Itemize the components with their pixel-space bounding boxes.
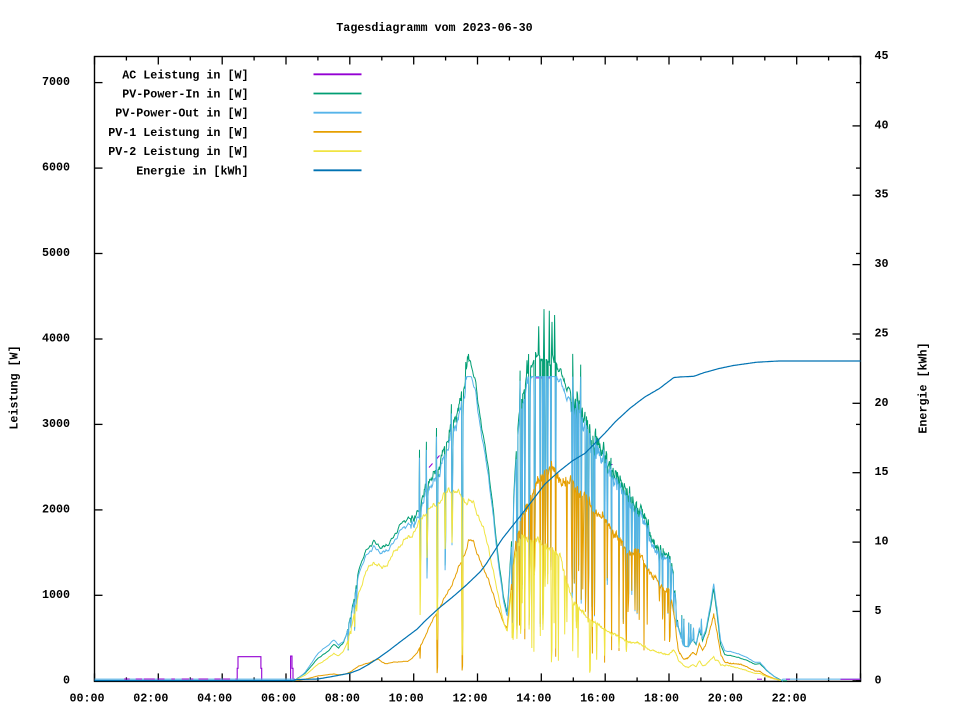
svg-text:22:00: 22:00 xyxy=(772,692,807,706)
svg-text:AC Leistung in [W]: AC Leistung in [W] xyxy=(122,68,248,82)
svg-text:45: 45 xyxy=(875,49,889,63)
svg-text:1000: 1000 xyxy=(42,588,70,602)
svg-text:14:00: 14:00 xyxy=(516,692,551,706)
svg-text:5: 5 xyxy=(875,604,882,618)
svg-text:20: 20 xyxy=(875,396,889,410)
svg-text:00:00: 00:00 xyxy=(69,692,104,706)
svg-text:3000: 3000 xyxy=(42,417,70,431)
svg-text:PV-1 Leistung in [W]: PV-1 Leistung in [W] xyxy=(108,126,248,140)
svg-text:7000: 7000 xyxy=(42,75,70,89)
svg-text:Energie [kWh]: Energie [kWh] xyxy=(917,342,931,433)
svg-text:PV-Power-In in [W]: PV-Power-In in [W] xyxy=(122,88,248,102)
svg-text:10:00: 10:00 xyxy=(389,692,424,706)
svg-text:25: 25 xyxy=(875,326,889,340)
svg-text:0: 0 xyxy=(875,673,882,687)
svg-text:06:00: 06:00 xyxy=(261,692,296,706)
svg-text:16:00: 16:00 xyxy=(580,692,615,706)
svg-text:15: 15 xyxy=(875,465,889,479)
svg-text:Energie in [kWh]: Energie in [kWh] xyxy=(136,164,248,178)
svg-text:35: 35 xyxy=(875,188,889,202)
svg-text:40: 40 xyxy=(875,118,889,132)
svg-text:10: 10 xyxy=(875,535,889,549)
svg-text:PV-2 Leistung in [W]: PV-2 Leistung in [W] xyxy=(108,145,248,159)
svg-text:30: 30 xyxy=(875,257,889,271)
svg-text:2000: 2000 xyxy=(42,502,70,516)
svg-text:12:00: 12:00 xyxy=(452,692,487,706)
svg-text:02:00: 02:00 xyxy=(133,692,168,706)
svg-text:18:00: 18:00 xyxy=(644,692,679,706)
svg-text:08:00: 08:00 xyxy=(325,692,360,706)
svg-text:0: 0 xyxy=(63,673,70,687)
svg-text:20:00: 20:00 xyxy=(708,692,743,706)
svg-text:5000: 5000 xyxy=(42,246,70,260)
svg-text:Leistung [W]: Leistung [W] xyxy=(8,345,22,429)
svg-text:4000: 4000 xyxy=(42,331,70,345)
svg-text:04:00: 04:00 xyxy=(197,692,232,706)
svg-text:PV-Power-Out in [W]: PV-Power-Out in [W] xyxy=(115,107,248,121)
svg-text:6000: 6000 xyxy=(42,161,70,175)
svg-text:Tagesdiagramm vom 2023-06-30: Tagesdiagramm vom 2023-06-30 xyxy=(336,21,532,35)
